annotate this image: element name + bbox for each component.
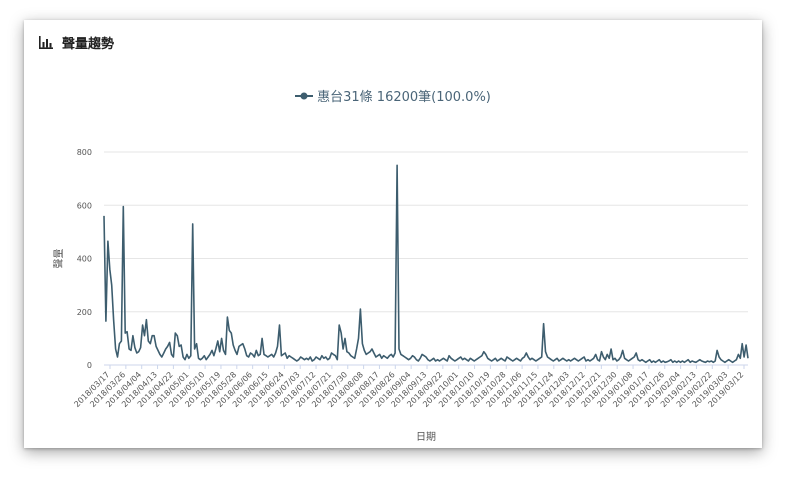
y-tick-label: 400 [77,255,92,264]
panel-header: 聲量趨勢 [38,32,114,52]
series-line [103,164,749,364]
y-tick-label: 0 [87,361,92,370]
y-axis-title: 聲量 [52,249,65,269]
chart-legend[interactable]: 惠台31條 16200筆(100.0%) [24,86,762,105]
line-chart: 0200400600800聲量日期2018/03/172018/03/26201… [52,148,749,443]
y-tick-label: 600 [77,201,92,210]
x-axis-title: 日期 [416,431,436,443]
chart-card: 聲量趨勢 惠台31條 16200筆(100.0%) 0 200 400 600 800 聲… [24,20,762,448]
legend-marker-icon [295,92,314,99]
y-tick-label: 800 [77,148,92,157]
bar-chart-icon [39,36,53,49]
panel-title: 聲量趨勢 [62,36,115,52]
legend-label: 惠台31條 16200筆(100.0%) [317,90,491,105]
y-tick-label: 200 [77,308,92,317]
